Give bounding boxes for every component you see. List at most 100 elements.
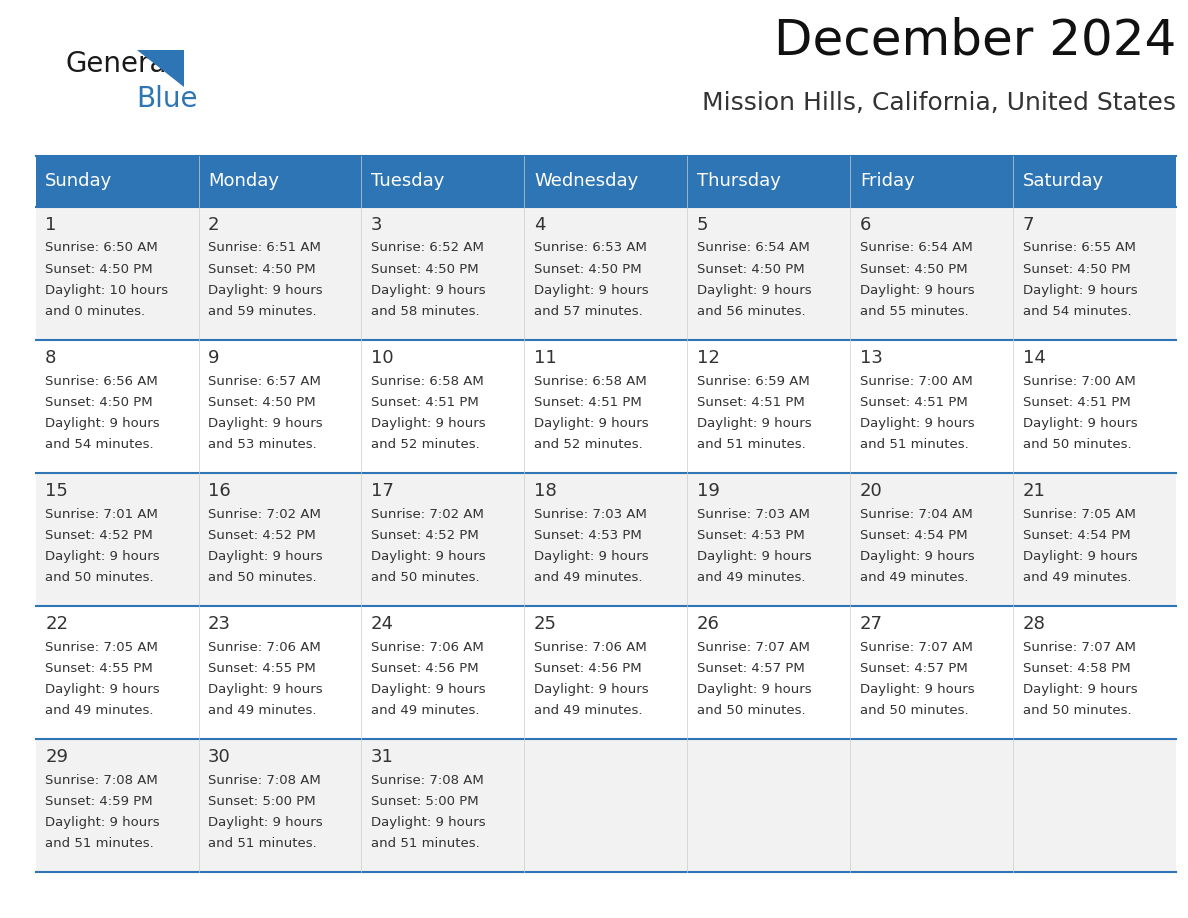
- Text: Sunset: 5:00 PM: Sunset: 5:00 PM: [208, 795, 316, 808]
- Text: 27: 27: [860, 615, 883, 633]
- Text: Sunrise: 7:08 AM: Sunrise: 7:08 AM: [208, 774, 321, 787]
- Text: Tuesday: Tuesday: [371, 173, 444, 190]
- Text: Sunrise: 7:07 AM: Sunrise: 7:07 AM: [860, 641, 973, 654]
- Text: 9: 9: [208, 349, 220, 367]
- Text: and 57 minutes.: and 57 minutes.: [533, 305, 643, 318]
- Text: Daylight: 9 hours: Daylight: 9 hours: [860, 284, 974, 297]
- Text: Friday: Friday: [860, 173, 915, 190]
- Bar: [36, 606, 1176, 739]
- Text: Daylight: 9 hours: Daylight: 9 hours: [208, 683, 323, 696]
- Text: 26: 26: [697, 615, 720, 633]
- Text: 4: 4: [533, 216, 545, 234]
- Text: and 49 minutes.: and 49 minutes.: [371, 704, 480, 717]
- Text: Sunset: 4:53 PM: Sunset: 4:53 PM: [533, 529, 642, 542]
- Text: Daylight: 9 hours: Daylight: 9 hours: [45, 417, 159, 430]
- Text: Sunrise: 6:58 AM: Sunrise: 6:58 AM: [533, 375, 646, 387]
- Text: Daylight: 9 hours: Daylight: 9 hours: [371, 816, 486, 829]
- Text: Sunrise: 7:06 AM: Sunrise: 7:06 AM: [208, 641, 321, 654]
- Text: Sunset: 4:51 PM: Sunset: 4:51 PM: [860, 396, 967, 409]
- Text: Sunrise: 6:54 AM: Sunrise: 6:54 AM: [860, 241, 973, 254]
- Text: Daylight: 9 hours: Daylight: 9 hours: [697, 550, 811, 563]
- Text: Sunset: 4:54 PM: Sunset: 4:54 PM: [1023, 529, 1130, 542]
- Text: Sunrise: 7:00 AM: Sunrise: 7:00 AM: [860, 375, 973, 387]
- Text: Wednesday: Wednesday: [533, 173, 638, 190]
- Text: and 50 minutes.: and 50 minutes.: [208, 571, 317, 584]
- Text: Daylight: 9 hours: Daylight: 9 hours: [860, 417, 974, 430]
- Text: Daylight: 9 hours: Daylight: 9 hours: [697, 417, 811, 430]
- Text: General: General: [65, 50, 175, 79]
- Text: and 55 minutes.: and 55 minutes.: [860, 305, 968, 318]
- Text: Sunrise: 6:56 AM: Sunrise: 6:56 AM: [45, 375, 158, 387]
- Text: 3: 3: [371, 216, 383, 234]
- Text: Sunset: 4:50 PM: Sunset: 4:50 PM: [45, 396, 153, 409]
- Text: Daylight: 9 hours: Daylight: 9 hours: [208, 816, 323, 829]
- Text: Daylight: 10 hours: Daylight: 10 hours: [45, 284, 169, 297]
- Text: Sunset: 5:00 PM: Sunset: 5:00 PM: [371, 795, 479, 808]
- Text: 30: 30: [208, 748, 230, 767]
- Text: and 56 minutes.: and 56 minutes.: [697, 305, 805, 318]
- Text: Sunrise: 7:06 AM: Sunrise: 7:06 AM: [533, 641, 646, 654]
- Text: 16: 16: [208, 482, 230, 500]
- Text: 8: 8: [45, 349, 57, 367]
- Text: 28: 28: [1023, 615, 1045, 633]
- Text: Sunset: 4:56 PM: Sunset: 4:56 PM: [371, 662, 479, 675]
- Text: Daylight: 9 hours: Daylight: 9 hours: [45, 683, 159, 696]
- Text: Daylight: 9 hours: Daylight: 9 hours: [1023, 284, 1137, 297]
- Text: Sunset: 4:57 PM: Sunset: 4:57 PM: [860, 662, 967, 675]
- Text: 31: 31: [371, 748, 394, 767]
- Text: Sunrise: 7:02 AM: Sunrise: 7:02 AM: [208, 508, 321, 521]
- Text: 13: 13: [860, 349, 883, 367]
- Text: Daylight: 9 hours: Daylight: 9 hours: [533, 550, 649, 563]
- Text: Sunset: 4:50 PM: Sunset: 4:50 PM: [208, 396, 316, 409]
- Text: Sunrise: 6:51 AM: Sunrise: 6:51 AM: [208, 241, 321, 254]
- Text: Daylight: 9 hours: Daylight: 9 hours: [533, 417, 649, 430]
- Text: Sunset: 4:50 PM: Sunset: 4:50 PM: [1023, 263, 1130, 275]
- Text: and 54 minutes.: and 54 minutes.: [1023, 305, 1131, 318]
- Text: and 50 minutes.: and 50 minutes.: [697, 704, 805, 717]
- Text: Daylight: 9 hours: Daylight: 9 hours: [208, 550, 323, 563]
- Text: and 49 minutes.: and 49 minutes.: [697, 571, 805, 584]
- Text: Sunset: 4:50 PM: Sunset: 4:50 PM: [208, 263, 316, 275]
- Text: 22: 22: [45, 615, 68, 633]
- Text: 5: 5: [697, 216, 708, 234]
- Text: 19: 19: [697, 482, 720, 500]
- Bar: [36, 739, 1176, 872]
- Text: and 50 minutes.: and 50 minutes.: [45, 571, 153, 584]
- Text: 25: 25: [533, 615, 557, 633]
- Text: and 51 minutes.: and 51 minutes.: [697, 438, 805, 451]
- Text: Sunrise: 6:54 AM: Sunrise: 6:54 AM: [697, 241, 809, 254]
- Text: 11: 11: [533, 349, 557, 367]
- Text: Sunset: 4:53 PM: Sunset: 4:53 PM: [697, 529, 804, 542]
- Text: Daylight: 9 hours: Daylight: 9 hours: [371, 284, 486, 297]
- Text: 18: 18: [533, 482, 557, 500]
- Text: 21: 21: [1023, 482, 1045, 500]
- Text: Sunset: 4:52 PM: Sunset: 4:52 PM: [208, 529, 316, 542]
- Text: Sunrise: 6:55 AM: Sunrise: 6:55 AM: [1023, 241, 1136, 254]
- Text: Daylight: 9 hours: Daylight: 9 hours: [697, 683, 811, 696]
- Text: and 0 minutes.: and 0 minutes.: [45, 305, 145, 318]
- Text: Sunrise: 7:06 AM: Sunrise: 7:06 AM: [371, 641, 484, 654]
- Text: Sunset: 4:51 PM: Sunset: 4:51 PM: [371, 396, 479, 409]
- Text: 10: 10: [371, 349, 393, 367]
- Text: and 49 minutes.: and 49 minutes.: [208, 704, 316, 717]
- Text: Sunset: 4:51 PM: Sunset: 4:51 PM: [1023, 396, 1131, 409]
- Text: Daylight: 9 hours: Daylight: 9 hours: [208, 284, 323, 297]
- Text: Sunset: 4:50 PM: Sunset: 4:50 PM: [371, 263, 479, 275]
- Text: Daylight: 9 hours: Daylight: 9 hours: [371, 550, 486, 563]
- Text: Daylight: 9 hours: Daylight: 9 hours: [860, 550, 974, 563]
- Text: Sunrise: 7:01 AM: Sunrise: 7:01 AM: [45, 508, 158, 521]
- Text: 20: 20: [860, 482, 883, 500]
- Text: Sunrise: 7:03 AM: Sunrise: 7:03 AM: [533, 508, 646, 521]
- Text: Sunrise: 7:05 AM: Sunrise: 7:05 AM: [45, 641, 158, 654]
- Text: and 49 minutes.: and 49 minutes.: [1023, 571, 1131, 584]
- Text: 17: 17: [371, 482, 394, 500]
- Text: Daylight: 9 hours: Daylight: 9 hours: [1023, 417, 1137, 430]
- Text: Sunrise: 6:58 AM: Sunrise: 6:58 AM: [371, 375, 484, 387]
- Text: Daylight: 9 hours: Daylight: 9 hours: [533, 284, 649, 297]
- Text: Daylight: 9 hours: Daylight: 9 hours: [697, 284, 811, 297]
- Text: 24: 24: [371, 615, 394, 633]
- Text: and 51 minutes.: and 51 minutes.: [208, 837, 317, 850]
- Text: Sunset: 4:55 PM: Sunset: 4:55 PM: [208, 662, 316, 675]
- Text: Sunset: 4:52 PM: Sunset: 4:52 PM: [371, 529, 479, 542]
- Text: Sunset: 4:51 PM: Sunset: 4:51 PM: [533, 396, 642, 409]
